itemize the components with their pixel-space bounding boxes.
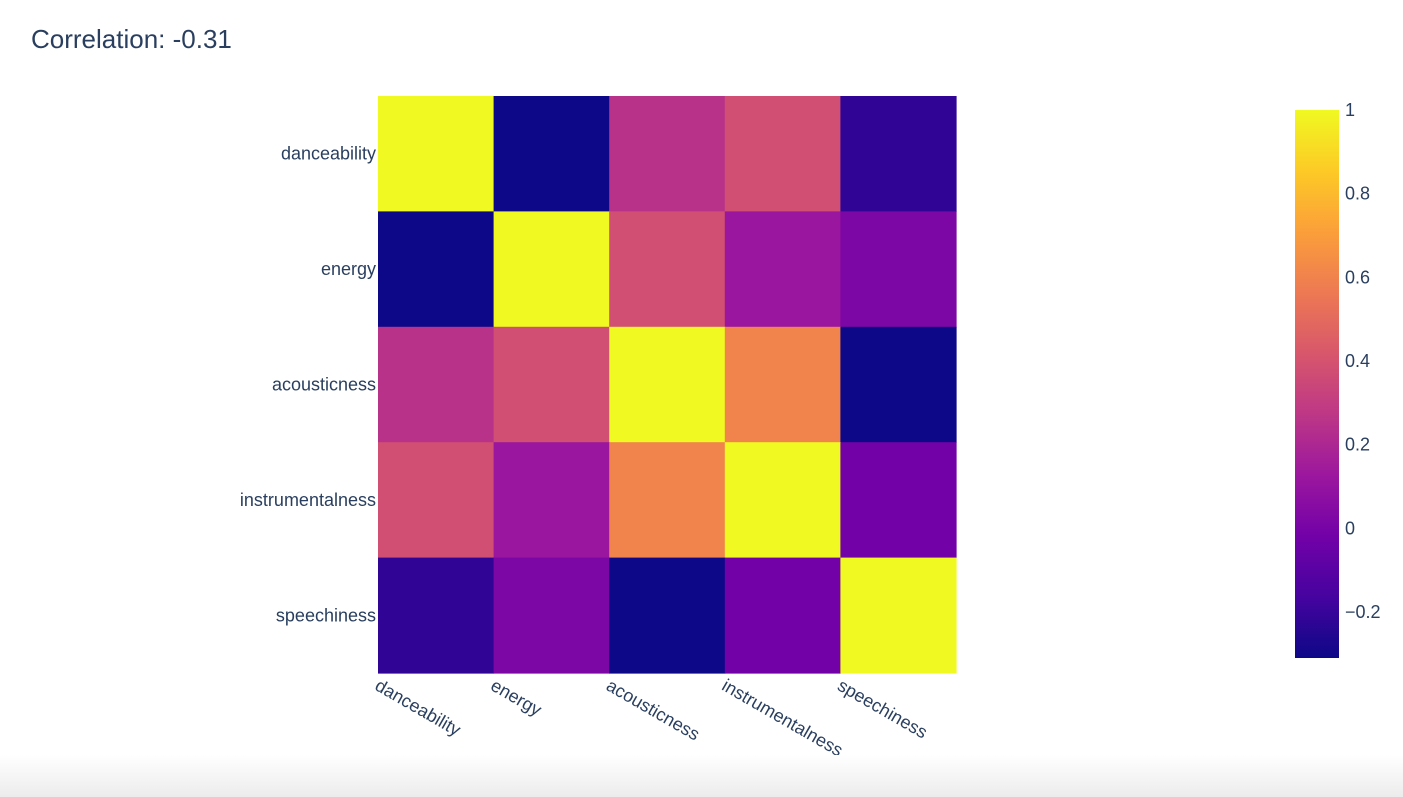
colorbar <box>1295 110 1339 658</box>
colorbar-tick-label: −0.2 <box>1345 602 1381 622</box>
heatmap-cell-acousticness-instrumentalness <box>724 326 841 443</box>
y-tick-label: danceability <box>281 144 376 164</box>
heatmap-cell-instrumentalness-energy <box>493 442 610 559</box>
x-tick-label: acousticness <box>603 675 703 744</box>
y-tick-label: acousticness <box>272 375 376 395</box>
bottom-fade <box>0 755 1403 797</box>
colorbar-tick-label: 0.4 <box>1345 351 1370 371</box>
y-tick-label: speechiness <box>276 605 376 625</box>
heatmap-cells <box>378 96 957 674</box>
colorbar-tick-label: 0.8 <box>1345 184 1370 204</box>
heatmap-cell-energy-speechiness <box>840 211 957 328</box>
x-axis-tick-labels: danceability energy acousticness instrument… <box>372 675 931 760</box>
heatmap-cell-acousticness-danceability <box>378 326 495 443</box>
heatmap-cell-danceability-speechiness <box>840 96 957 212</box>
heatmap-cell-speechiness-energy <box>493 557 610 674</box>
heatmap-cell-energy-acousticness <box>609 211 726 328</box>
x-tick-label: speechiness <box>834 675 931 742</box>
heatmap-cell-danceability-acousticness <box>609 96 726 212</box>
heatmap-cell-instrumentalness-danceability <box>378 442 495 559</box>
heatmap-cell-instrumentalness-acousticness <box>609 442 726 559</box>
heatmap-cell-energy-danceability <box>378 211 495 328</box>
heatmap-cell-speechiness-acousticness <box>609 557 726 674</box>
colorbar-tick-label: 0 <box>1345 518 1355 538</box>
colorbar-tick-labels: 1 0.8 0.6 0.4 0.2 0 −0.2 <box>1345 100 1381 622</box>
heatmap-cell-instrumentalness-instrumentalness <box>724 442 841 559</box>
chart-title: Correlation: -0.31 <box>31 24 232 54</box>
x-tick-label: danceability <box>372 675 464 740</box>
heatmap-cell-acousticness-acousticness <box>609 326 726 443</box>
heatmap-cell-danceability-danceability <box>378 96 495 212</box>
heatmap-cell-speechiness-speechiness <box>840 557 957 674</box>
colorbar-tick-label: 0.2 <box>1345 435 1370 455</box>
y-tick-label: instrumentalness <box>240 490 376 510</box>
heatmap-cell-speechiness-danceability <box>378 557 495 674</box>
heatmap-cell-speechiness-instrumentalness <box>724 557 841 674</box>
x-tick-label: energy <box>487 675 545 720</box>
heatmap-cell-acousticness-speechiness <box>840 326 957 443</box>
heatmap-cell-danceability-instrumentalness <box>724 96 841 212</box>
heatmap-cell-energy-instrumentalness <box>724 211 841 328</box>
y-tick-label: energy <box>321 259 376 279</box>
colorbar-tick-label: 1 <box>1345 100 1355 120</box>
heatmap-cell-energy-energy <box>493 211 610 328</box>
x-tick-label: instrumentalness <box>719 675 847 760</box>
heatmap-cell-danceability-energy <box>493 96 610 212</box>
heatmap-cell-acousticness-energy <box>493 326 610 443</box>
y-axis-tick-labels: danceability energy acousticness instrument… <box>240 144 376 626</box>
colorbar-tick-label: 0.6 <box>1345 267 1370 287</box>
heatmap-cell-instrumentalness-speechiness <box>840 442 957 559</box>
